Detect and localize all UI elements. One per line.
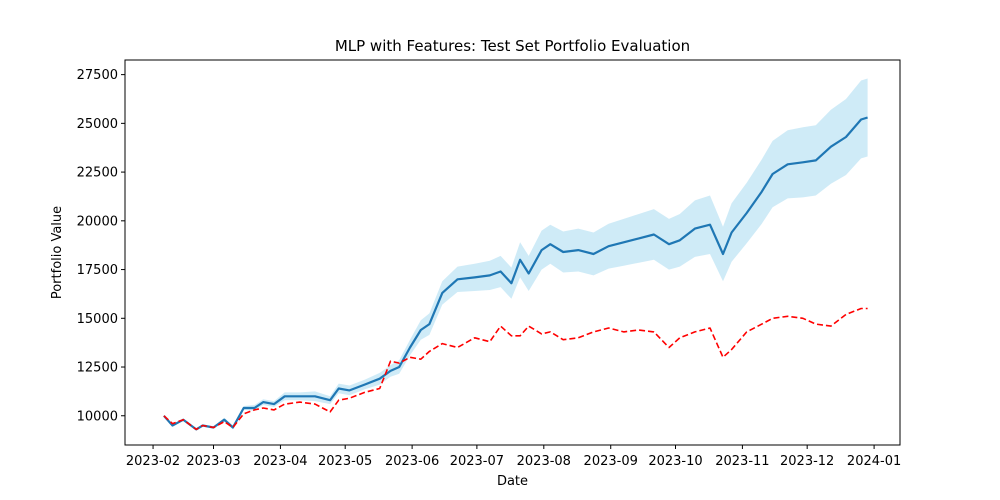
model-series-line bbox=[163, 116, 868, 431]
y-tick-label: 22500 bbox=[77, 166, 118, 181]
x-tick-label: 2023-04 bbox=[253, 454, 307, 469]
x-tick-label: 2023-07 bbox=[450, 454, 504, 469]
plot-area bbox=[163, 78, 868, 431]
y-tick-label: 25000 bbox=[77, 117, 118, 132]
x-tick-label: 2023-12 bbox=[780, 454, 834, 469]
x-tick-label: 2023-02 bbox=[126, 454, 180, 469]
y-tick-label: 10000 bbox=[77, 409, 118, 424]
x-tick-label: 2024-01 bbox=[847, 454, 901, 469]
x-tick-label: 2023-06 bbox=[385, 454, 439, 469]
x-tick-label: 2023-03 bbox=[186, 454, 240, 469]
y-tick-label: 15000 bbox=[77, 312, 118, 327]
x-tick-label: 2023-08 bbox=[517, 454, 571, 469]
confidence-band bbox=[163, 78, 868, 431]
y-tick-label: 12500 bbox=[77, 361, 118, 376]
x-axis-label: Date bbox=[497, 474, 528, 489]
x-axis: 2023-02 2023-03 2023-04 2023-05 2023-06 2023-… bbox=[126, 445, 901, 469]
y-tick-label: 27500 bbox=[77, 68, 118, 83]
x-tick-label: 2023-09 bbox=[584, 454, 638, 469]
x-tick-label: 2023-10 bbox=[648, 454, 702, 469]
chart-title: MLP with Features: Test Set Portfolio Ev… bbox=[335, 37, 690, 55]
plot-frame bbox=[124, 59, 901, 446]
x-tick-label: 2023-11 bbox=[715, 454, 769, 469]
y-tick-label: 17500 bbox=[77, 263, 118, 278]
x-tick-label: 2023-05 bbox=[318, 454, 372, 469]
y-axis: 10000 12500 15000 17500 20000 22500 25000 27500 bbox=[77, 68, 125, 424]
y-tick-label: 20000 bbox=[77, 214, 118, 229]
benchmark-series-line bbox=[163, 307, 868, 431]
y-axis-label: Portfolio Value bbox=[50, 206, 65, 299]
